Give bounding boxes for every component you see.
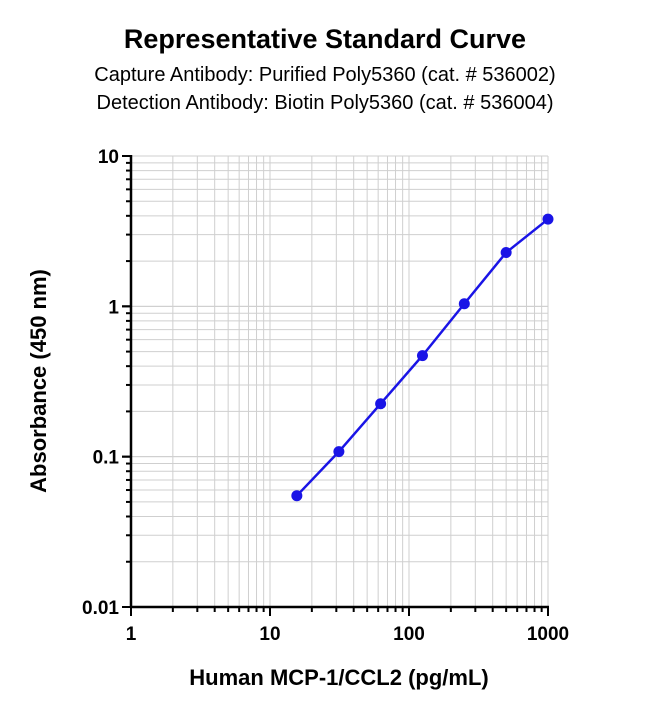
x-axis-label: Human MCP-1/CCL2 (pg/mL) xyxy=(189,665,488,690)
data-point xyxy=(416,350,428,362)
x-tick-label: 1 xyxy=(126,624,137,645)
data-point xyxy=(458,298,470,310)
chart-subtitle-capture: Capture Antibody: Purified Poly5360 (cat… xyxy=(94,64,556,86)
data-point xyxy=(333,446,345,458)
data-point xyxy=(291,490,303,502)
y-tick-label: 0.01 xyxy=(82,598,119,619)
data-point xyxy=(500,247,512,259)
axes xyxy=(122,155,549,616)
x-tick-label: 10 xyxy=(259,624,280,645)
tick-labels: 1 10 100 1000 0.01 0.1 1 10 xyxy=(82,147,569,645)
series xyxy=(291,213,554,502)
x-tick-label: 100 xyxy=(393,624,425,645)
y-tick-label: 1 xyxy=(108,297,119,318)
grid xyxy=(130,155,549,608)
data-point xyxy=(542,213,554,225)
y-tick-label: 0.1 xyxy=(93,448,120,469)
y-tick-label: 10 xyxy=(98,147,119,168)
data-point xyxy=(375,398,387,410)
y-axis-label: Absorbance (450 nm) xyxy=(26,269,51,493)
chart-subtitle-detection: Detection Antibody: Biotin Poly5360 (cat… xyxy=(96,92,554,114)
x-tick-label: 1000 xyxy=(527,624,569,645)
chart-title: Representative Standard Curve xyxy=(123,24,527,54)
